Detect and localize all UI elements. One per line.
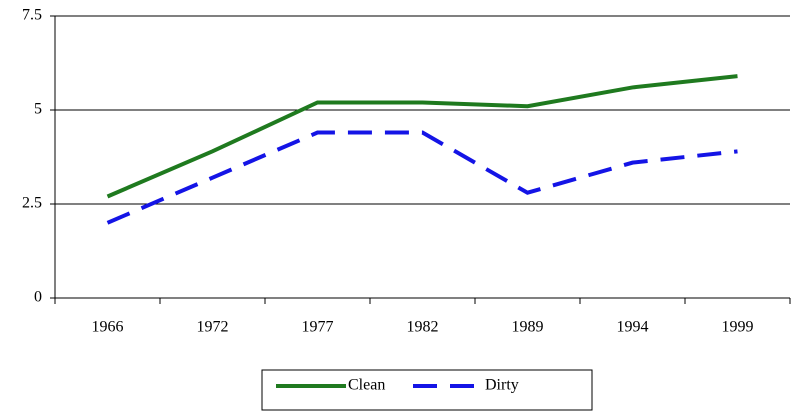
legend-label: Clean (348, 377, 385, 394)
y-tick-label: 7.5 (22, 7, 42, 24)
legend-label: Dirty (485, 377, 519, 394)
legend-box (261, 369, 593, 411)
x-tick-label: 1994 (617, 319, 649, 336)
x-tick-label: 1982 (407, 319, 439, 336)
series-line (106, 130, 738, 225)
x-tick-label: 1972 (197, 319, 229, 336)
series-line (106, 74, 738, 199)
y-tick-label: 5 (34, 101, 42, 118)
x-tick-label: 1966 (92, 319, 124, 336)
y-tick-label: 2.5 (22, 195, 42, 212)
x-tick-label: 1977 (302, 319, 334, 336)
y-tick-label: 0 (34, 289, 42, 306)
x-tick-label: 1989 (512, 319, 544, 336)
x-tick-label: 1999 (722, 319, 754, 336)
